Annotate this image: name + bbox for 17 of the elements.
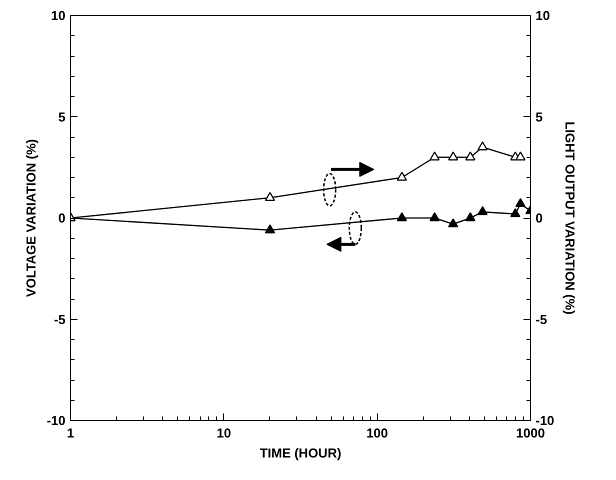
x-tick-label: 10 [216, 426, 232, 440]
x-tick-label: 1000 [516, 426, 545, 440]
y2-tick-label: -10 [536, 413, 554, 428]
x-tick-label: 100 [366, 426, 388, 440]
y2-tick-label: -5 [536, 312, 548, 327]
y-tick-label: 10 [51, 8, 66, 23]
y2-tick-label: 5 [536, 109, 543, 124]
x-tick-label: 1 [66, 426, 74, 440]
y2-tick-label: 0 [536, 210, 543, 226]
y2-axis-title: LIGHT OUTPUT VARIATION (%) [562, 121, 578, 315]
y-tick-label: -10 [46, 413, 66, 428]
x-axis-title: TIME (HOUR) [260, 446, 342, 460]
y-axis-title: VOLTAGE VARIATION (%) [24, 139, 39, 297]
y-tick-label: -5 [54, 312, 66, 327]
y-tick-label: 5 [58, 109, 66, 124]
y2-tick-label: 10 [536, 8, 550, 23]
y-tick-label: 0 [58, 210, 66, 226]
